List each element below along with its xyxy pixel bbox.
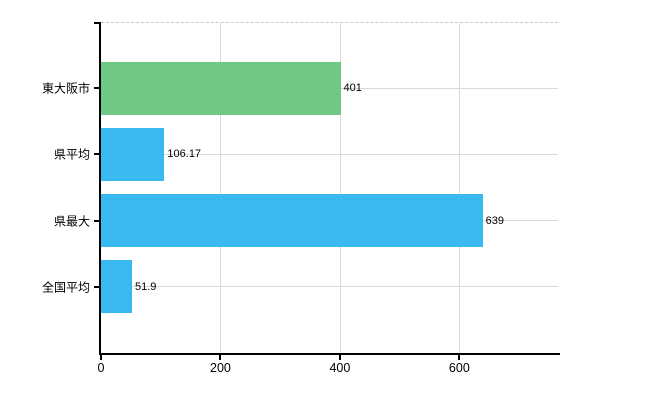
category-tick [94,153,99,156]
category-tick [94,219,99,222]
bar-value-label: 51.9 [134,280,157,293]
category-tick [94,285,99,288]
x-axis-tick [338,355,341,360]
bar-value-label: 106.17 [167,148,202,161]
x-axis-tick [219,355,222,360]
x-axis-tick [100,355,102,360]
bar [101,260,132,314]
gridline-vertical [459,23,461,353]
x-axis-tick-label: 400 [329,361,351,375]
gridline-horizontal [101,286,558,288]
bar [101,127,165,181]
x-axis-line [99,353,560,355]
y-axis-top-tick [94,22,99,24]
x-axis-tick-label: 600 [448,361,470,375]
category-label: 全国平均 [41,280,90,295]
x-axis-tick-label: 200 [210,361,231,375]
category-label: 東大阪市 [41,81,90,96]
bar [101,194,483,248]
gridline-horizontal [101,153,558,155]
gridline-vertical [220,23,222,353]
gridline-vertical [339,23,341,353]
y-axis-line [99,22,101,355]
plot-top-border [101,22,558,23]
x-axis-tick-label: 0 [97,361,105,375]
bar [101,61,341,115]
category-label: 県平均 [53,147,90,162]
category-tick [94,87,99,90]
category-label: 県最大 [53,214,90,229]
bar-value-label: 401 [343,82,362,95]
bar-value-label: 639 [485,214,505,227]
x-axis-tick [458,355,461,360]
